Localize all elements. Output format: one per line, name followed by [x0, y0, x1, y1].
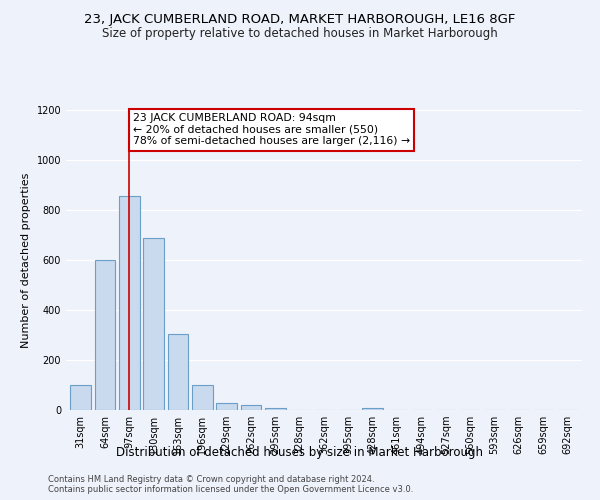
Text: 23 JACK CUMBERLAND ROAD: 94sqm
← 20% of detached houses are smaller (550)
78% of: 23 JACK CUMBERLAND ROAD: 94sqm ← 20% of … [133, 113, 410, 146]
Text: 23, JACK CUMBERLAND ROAD, MARKET HARBOROUGH, LE16 8GF: 23, JACK CUMBERLAND ROAD, MARKET HARBORO… [85, 12, 515, 26]
Bar [143, 238, 164, 410]
Bar [216, 402, 237, 410]
Y-axis label: Number of detached properties: Number of detached properties [21, 172, 31, 348]
Bar [192, 385, 212, 410]
Text: Contains public sector information licensed under the Open Government Licence v3: Contains public sector information licen… [48, 485, 413, 494]
Text: Contains HM Land Registry data © Crown copyright and database right 2024.: Contains HM Land Registry data © Crown c… [48, 475, 374, 484]
Bar [70, 385, 91, 410]
Bar [167, 334, 188, 410]
Bar [265, 408, 286, 410]
Bar [119, 196, 140, 410]
Bar [95, 260, 115, 410]
Bar [362, 408, 383, 410]
Text: Size of property relative to detached houses in Market Harborough: Size of property relative to detached ho… [102, 28, 498, 40]
Text: Distribution of detached houses by size in Market Harborough: Distribution of detached houses by size … [116, 446, 484, 459]
Bar [241, 404, 262, 410]
